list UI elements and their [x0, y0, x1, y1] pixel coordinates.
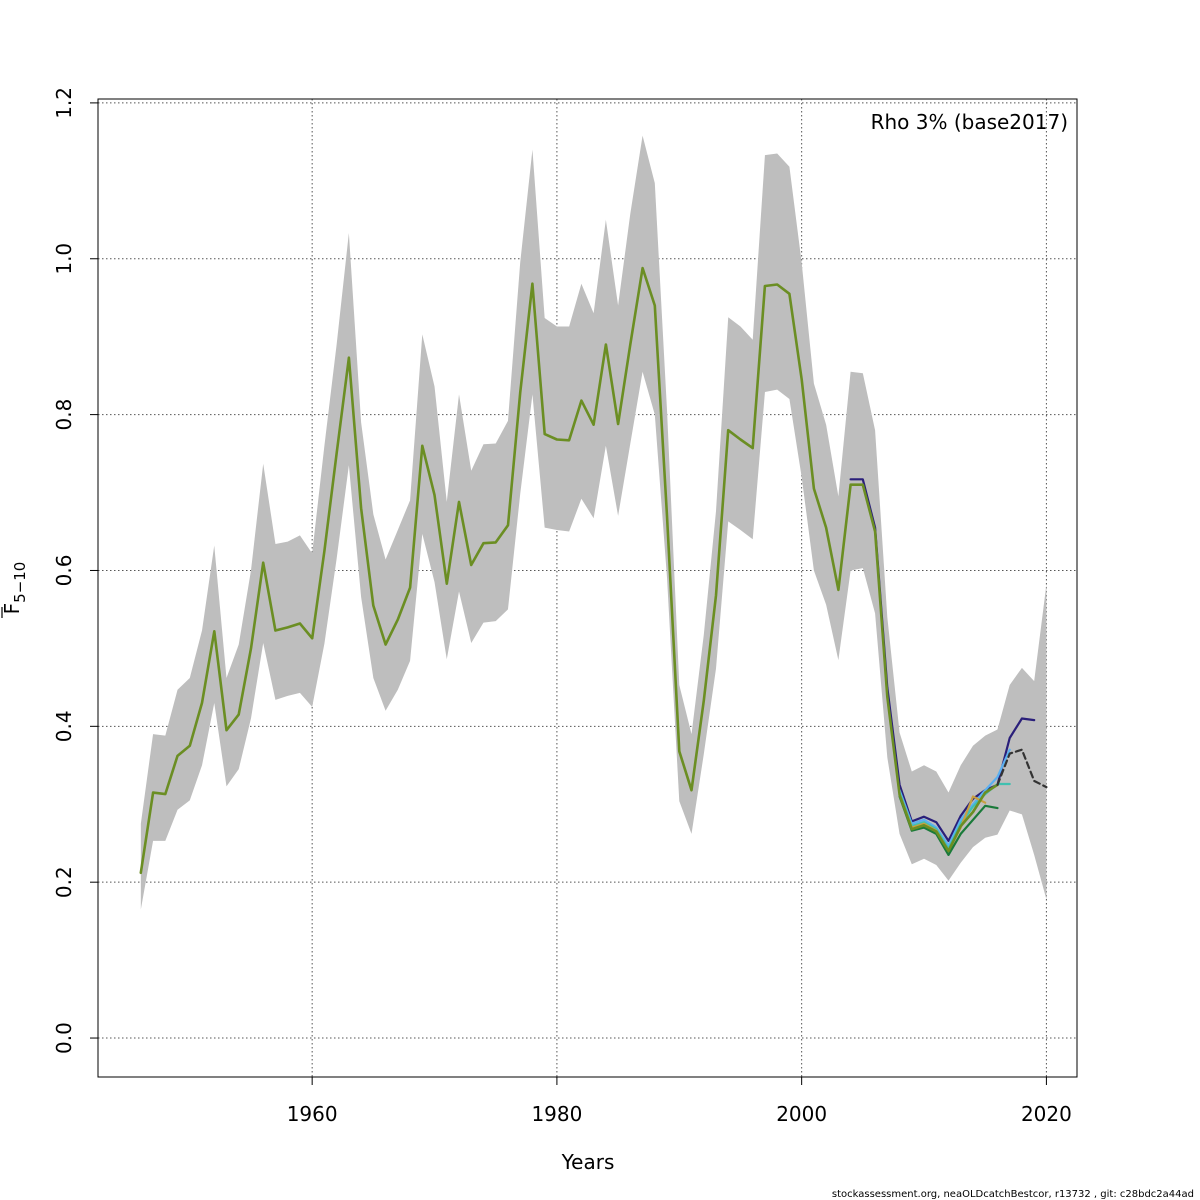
y-axis-title: F5−10	[0, 562, 29, 618]
x-tick-label: 2000	[776, 1102, 827, 1126]
y-tick-label: 0.0	[52, 1022, 76, 1054]
series-line-retro-2	[898, 748, 1011, 847]
y-axis-title-main: F	[0, 603, 24, 615]
y-axis: 0.0 0.2 0.4 0.6 0.8 1.0 1.2	[52, 87, 99, 1054]
y-tick-label: 0.6	[52, 555, 76, 587]
y-axis-title-subscript: 5−10	[11, 562, 29, 603]
annotation-text: Rho 3% (base2017)	[871, 110, 1068, 134]
x-axis: 1960 1980 2000 2020	[287, 1076, 1072, 1126]
x-tick-label: 1980	[531, 1102, 582, 1126]
footer-text: stockassessment.org, neaOLDcatchBestcor,…	[832, 1189, 1194, 1200]
y-tick-label: 0.8	[52, 399, 76, 431]
y-tick-label: 0.4	[52, 710, 76, 742]
series-line-retro-5	[898, 795, 999, 856]
series-line-base-projection	[996, 748, 1048, 789]
svg-text:F5−10: F5−10	[0, 562, 29, 615]
y-tick-label: 0.2	[52, 866, 76, 898]
series-layer	[139, 266, 1048, 875]
y-tick-label: 1.2	[52, 87, 76, 119]
x-tick-label: 1960	[287, 1102, 338, 1126]
x-axis-title: Years	[561, 1150, 615, 1174]
series-line-base	[139, 266, 999, 875]
y-tick-label: 1.0	[52, 243, 76, 275]
x-tick-label: 2020	[1021, 1102, 1072, 1126]
